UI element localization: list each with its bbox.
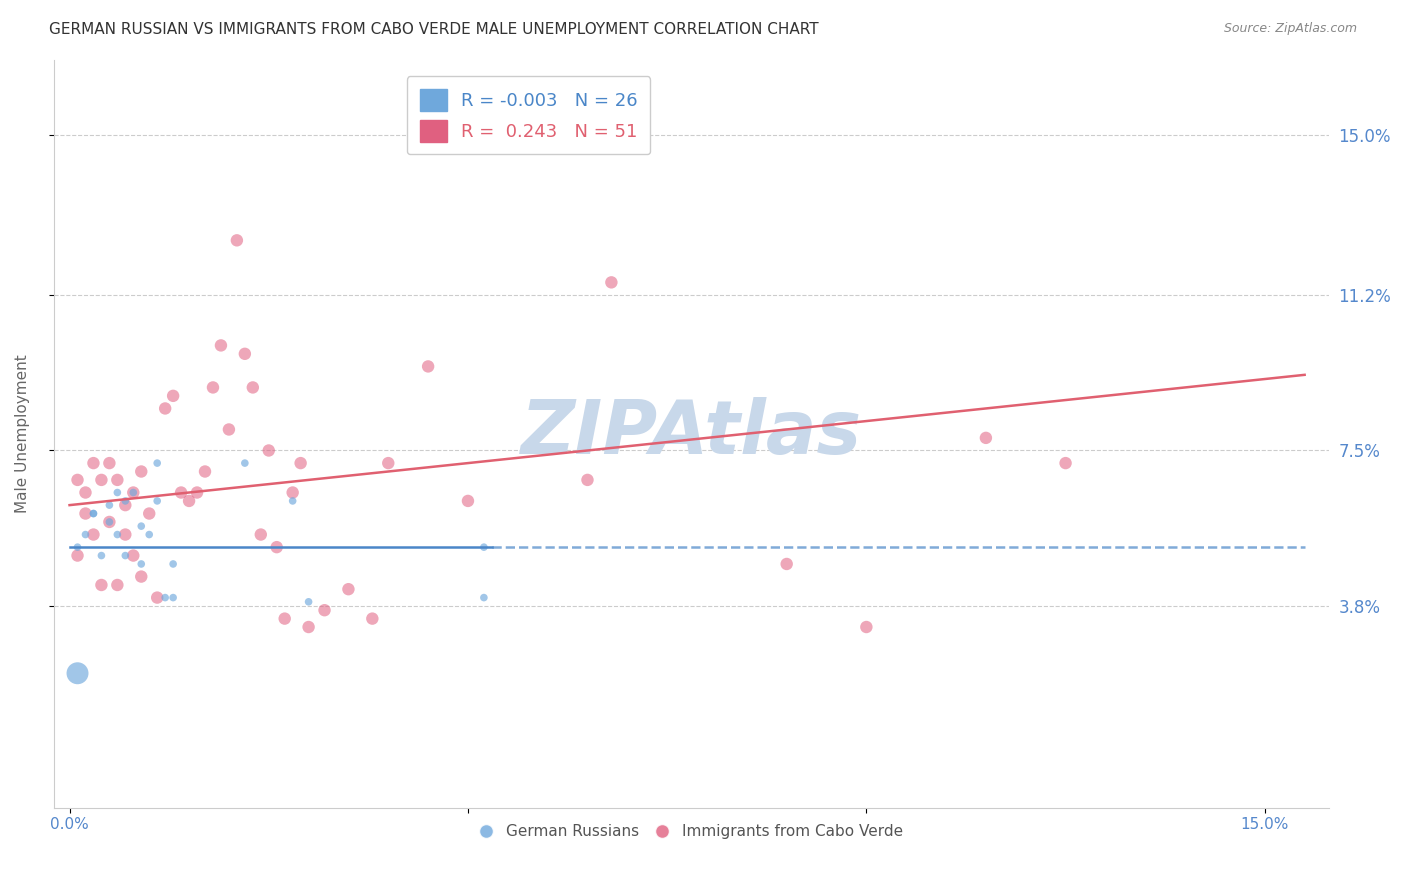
Point: [138, 507, 160, 521]
Point: [1054, 456, 1077, 470]
Point: [138, 527, 160, 541]
Point: [75, 527, 97, 541]
Point: [162, 557, 184, 571]
Point: [66, 549, 89, 563]
Point: [974, 431, 997, 445]
Point: [201, 380, 224, 394]
Point: [75, 485, 97, 500]
Point: [90, 578, 112, 592]
Text: Source: ZipAtlas.com: Source: ZipAtlas.com: [1223, 22, 1357, 36]
Text: ZIPAtlas: ZIPAtlas: [520, 397, 862, 470]
Point: [98, 515, 121, 529]
Point: [105, 485, 128, 500]
Point: [129, 519, 152, 533]
Point: [416, 359, 439, 374]
Point: [257, 443, 280, 458]
Point: [314, 603, 336, 617]
Text: GERMAN RUSSIAN VS IMMIGRANTS FROM CABO VERDE MALE UNEMPLOYMENT CORRELATION CHART: GERMAN RUSSIAN VS IMMIGRANTS FROM CABO V…: [49, 22, 818, 37]
Point: [457, 494, 479, 508]
Point: [855, 620, 877, 634]
Point: [162, 389, 184, 403]
Point: [98, 456, 121, 470]
Point: [90, 549, 112, 563]
Point: [129, 569, 152, 583]
Point: [472, 540, 495, 554]
Point: [177, 494, 200, 508]
Point: [90, 473, 112, 487]
Point: [114, 494, 136, 508]
Point: [146, 494, 169, 508]
Point: [66, 540, 89, 554]
Point: [281, 485, 304, 500]
Point: [186, 485, 208, 500]
Point: [105, 527, 128, 541]
Point: [194, 465, 217, 479]
Point: [225, 233, 247, 247]
Point: [129, 557, 152, 571]
Point: [273, 612, 295, 626]
Point: [146, 456, 169, 470]
Point: [98, 515, 121, 529]
Point: [600, 276, 623, 290]
Point: [209, 338, 232, 352]
Point: [82, 507, 104, 521]
Point: [66, 473, 89, 487]
Point: [361, 612, 384, 626]
Point: [576, 473, 599, 487]
Point: [122, 485, 145, 500]
Point: [105, 473, 128, 487]
Point: [153, 591, 176, 605]
Point: [105, 578, 128, 592]
Point: [146, 591, 169, 605]
Point: [290, 456, 312, 470]
Point: [66, 666, 89, 681]
Point: [153, 401, 176, 416]
Point: [218, 422, 240, 436]
Point: [337, 582, 360, 597]
Point: [297, 620, 319, 634]
Point: [472, 591, 495, 605]
Point: [114, 549, 136, 563]
Point: [242, 380, 264, 394]
Y-axis label: Male Unemployment: Male Unemployment: [15, 354, 30, 513]
Point: [377, 456, 399, 470]
Point: [122, 549, 145, 563]
Point: [75, 507, 97, 521]
Point: [266, 540, 288, 554]
Point: [129, 465, 152, 479]
Point: [233, 347, 256, 361]
Legend: German Russians, Immigrants from Cabo Verde: German Russians, Immigrants from Cabo Ve…: [472, 818, 910, 845]
Point: [82, 527, 104, 541]
Point: [98, 498, 121, 512]
Point: [114, 498, 136, 512]
Point: [122, 485, 145, 500]
Point: [170, 485, 193, 500]
Point: [281, 494, 304, 508]
Point: [82, 456, 104, 470]
Point: [249, 527, 271, 541]
Point: [297, 595, 319, 609]
Point: [82, 507, 104, 521]
Point: [162, 591, 184, 605]
Point: [233, 456, 256, 470]
Point: [776, 557, 799, 571]
Point: [114, 527, 136, 541]
